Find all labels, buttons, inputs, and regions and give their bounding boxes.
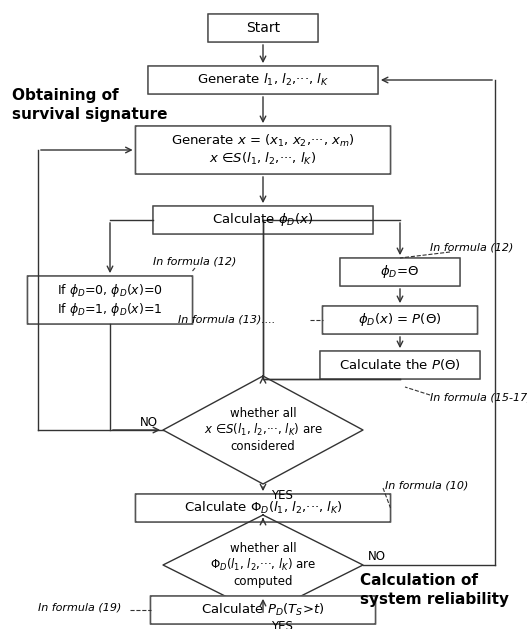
- Text: Start: Start: [246, 21, 280, 35]
- Polygon shape: [163, 376, 363, 484]
- Text: In formula (19): In formula (19): [38, 603, 122, 613]
- Text: If $\phi_D$=0, $\phi_D$($x$)=0
If $\phi_D$=1, $\phi_D$($x$)=1: If $\phi_D$=0, $\phi_D$($x$)=0 If $\phi_…: [57, 282, 163, 318]
- Text: Generate $x$ = ($x_1$, $x_2$,···, $x_m$)
$x$ ∈$S$($l_1$, $l_2$,···, $l_K$): Generate $x$ = ($x_1$, $x_2$,···, $x_m$)…: [171, 133, 355, 167]
- Text: In formula (13)....: In formula (13)....: [178, 315, 275, 325]
- FancyBboxPatch shape: [208, 14, 318, 42]
- Text: NO: NO: [140, 416, 158, 428]
- Text: Calculate $P_D$($T_S$>$t$): Calculate $P_D$($T_S$>$t$): [201, 602, 325, 618]
- Text: In formula (12): In formula (12): [153, 257, 237, 267]
- FancyBboxPatch shape: [135, 494, 391, 522]
- FancyBboxPatch shape: [320, 351, 480, 379]
- Text: $\phi_D$=Θ: $\phi_D$=Θ: [380, 264, 419, 281]
- Text: YES: YES: [271, 620, 293, 629]
- FancyBboxPatch shape: [323, 306, 477, 334]
- Text: whether all
$x$ ∈$S$($l_1$, $l_2$,···, $l_K$) are
considered: whether all $x$ ∈$S$($l_1$, $l_2$,···, $…: [203, 407, 323, 454]
- Text: whether all
$\Phi_D$($l_1$, $l_2$,···, $l_K$) are
computed: whether all $\Phi_D$($l_1$, $l_2$,···, $…: [210, 542, 316, 588]
- FancyBboxPatch shape: [135, 126, 391, 174]
- Text: Calculate $\phi_D$($x$): Calculate $\phi_D$($x$): [212, 211, 314, 228]
- FancyBboxPatch shape: [150, 596, 376, 624]
- FancyBboxPatch shape: [153, 206, 373, 234]
- Text: NO: NO: [368, 550, 386, 564]
- Text: In formula (12): In formula (12): [430, 243, 513, 253]
- Polygon shape: [163, 515, 363, 615]
- FancyBboxPatch shape: [27, 276, 192, 324]
- Text: Calculate $\Phi_D$($l_1$, $l_2$,···, $l_K$): Calculate $\Phi_D$($l_1$, $l_2$,···, $l_…: [183, 500, 343, 516]
- Text: $\phi_D$($x$) = $P$(Θ): $\phi_D$($x$) = $P$(Θ): [358, 311, 442, 328]
- Text: In formula (10): In formula (10): [385, 480, 469, 490]
- Text: YES: YES: [271, 489, 293, 502]
- Text: Generate $l_1$, $l_2$,···, $l_K$: Generate $l_1$, $l_2$,···, $l_K$: [197, 72, 329, 88]
- Text: Calculate the $P$(Θ): Calculate the $P$(Θ): [339, 357, 461, 372]
- Text: In formula (15-17): In formula (15-17): [430, 393, 527, 403]
- FancyBboxPatch shape: [340, 258, 460, 286]
- Text: Calculation of
system reliability: Calculation of system reliability: [360, 572, 509, 608]
- Text: Obtaining of
survival signature: Obtaining of survival signature: [12, 87, 168, 123]
- FancyBboxPatch shape: [148, 66, 378, 94]
